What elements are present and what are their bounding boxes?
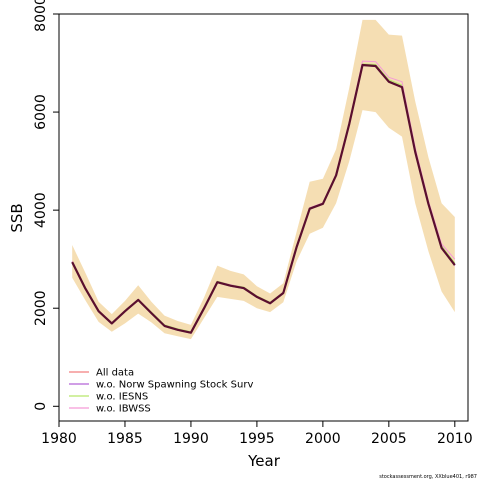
plot-area (58, 13, 469, 422)
x-tick-label: 1990 (173, 431, 209, 447)
x-tick-label: 1980 (41, 431, 77, 447)
x-axis: 1980 1985 1990 1995 2000 2005 2010 (41, 421, 473, 447)
y-tick-label: 8000 (33, 0, 49, 32)
x-tick-label: 2010 (437, 431, 473, 447)
y-tick-label: 4000 (33, 192, 49, 228)
x-tick-label: 1985 (107, 431, 143, 447)
confidence-band-layer (72, 19, 455, 340)
series-layer (71, 60, 456, 334)
credit-text: stockassessment.org, XXblue401, r987 (379, 474, 477, 480)
x-tick-label: 1995 (239, 431, 275, 447)
legend-label: w.o. IESNS (96, 392, 148, 403)
confidence-band (72, 19, 455, 340)
x-axis-title: Year (247, 452, 281, 470)
legend-label: w.o. Norw Spawning Stock Surv (96, 380, 253, 391)
y-axis-title: SSB (8, 203, 26, 232)
series-line-best-estimate (71, 63, 456, 334)
y-tick-label: 2000 (33, 290, 49, 326)
x-tick-label: 2005 (371, 431, 407, 447)
y-tick-label: 0 (33, 402, 49, 411)
plot-frame (58, 13, 469, 422)
x-tick-label: 2000 (305, 431, 341, 447)
y-tick-label: 6000 (33, 94, 49, 130)
legend-label: All data (96, 368, 134, 379)
y-axis: 0 2000 4000 6000 8000 (33, 0, 59, 411)
legend-label: w.o. IBWSS (96, 404, 151, 415)
